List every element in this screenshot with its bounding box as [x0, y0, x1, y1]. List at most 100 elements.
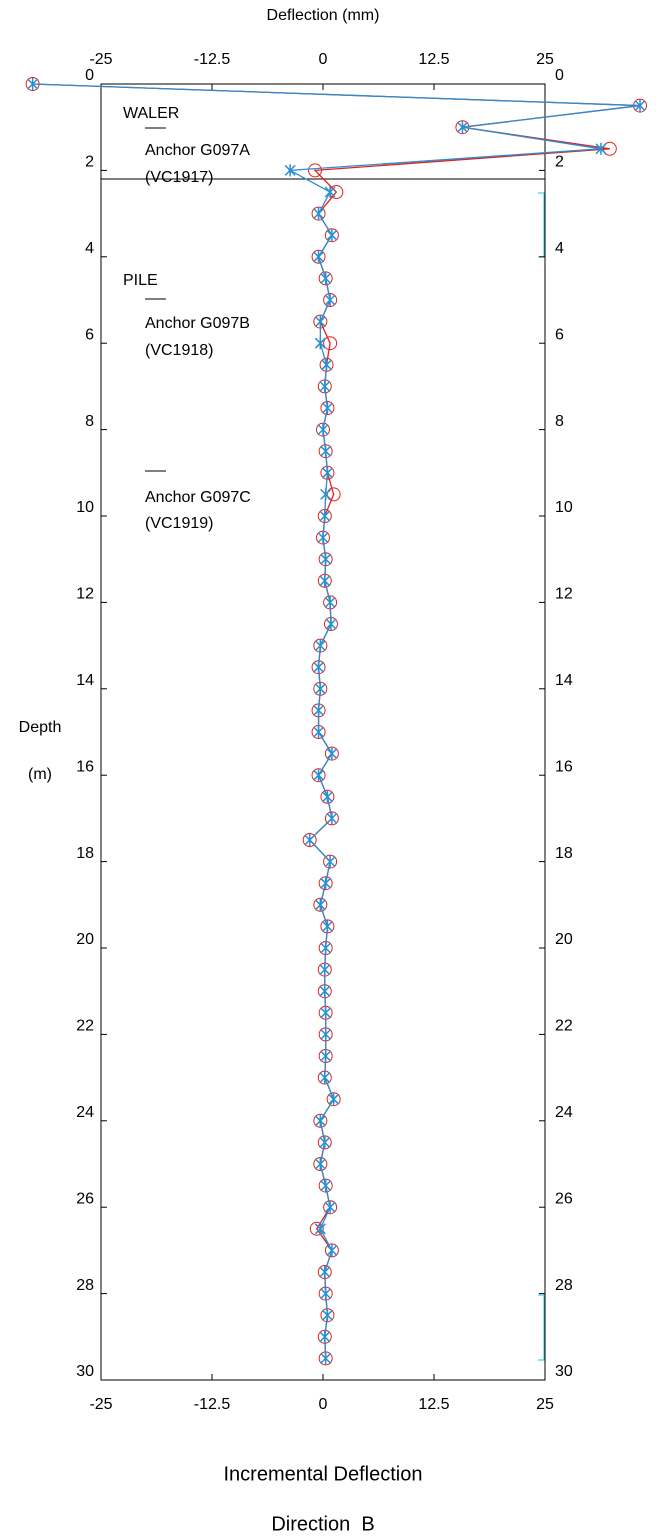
x-tick-label-bottom: -12.5: [194, 1396, 231, 1413]
marker: [328, 1093, 340, 1106]
marker: [319, 1136, 331, 1149]
marker: [602, 141, 617, 156]
y-tick-label-right: 6: [555, 326, 564, 343]
marker: [319, 1266, 331, 1278]
marker: [320, 553, 332, 566]
marker: [313, 726, 325, 738]
annotation: Anchor G097B: [145, 315, 250, 332]
marker: [314, 315, 326, 328]
marker: [319, 380, 331, 393]
marker: [319, 1071, 331, 1084]
marker: [323, 336, 338, 351]
marker: [324, 746, 339, 761]
marker: [320, 877, 332, 890]
marker: [319, 574, 331, 587]
x-tick-label-bottom: -25: [89, 1396, 112, 1413]
marker: [324, 228, 339, 243]
marker: [320, 1287, 332, 1300]
marker: [321, 466, 333, 479]
y-tick-label-right: 30: [555, 1363, 573, 1380]
marker: [324, 596, 336, 609]
marker: [313, 1113, 328, 1128]
marker: [321, 920, 333, 933]
marker: [326, 229, 338, 242]
marker: [324, 855, 336, 868]
marker: [314, 1114, 326, 1127]
marker: [323, 293, 338, 307]
y-tick-label-left: 28: [76, 1277, 94, 1294]
y-axis-label: (m): [28, 766, 52, 783]
marker: [323, 854, 338, 869]
marker: [326, 1244, 338, 1257]
marker: [313, 661, 325, 674]
y-tick-label-right: 26: [555, 1190, 573, 1207]
marker: [313, 207, 325, 220]
marker: [314, 898, 326, 911]
marker: [314, 1222, 326, 1235]
marker: [320, 272, 332, 285]
y-tick-label-left: 4: [85, 240, 94, 257]
marker: [317, 1135, 332, 1150]
x-tick-label-top: -12.5: [194, 51, 231, 68]
marker: [320, 942, 332, 954]
marker: [326, 747, 338, 760]
marker: [326, 812, 338, 825]
annotation: (VC1919): [145, 515, 213, 532]
marker: [304, 834, 316, 846]
chart-title: Deflection (mm): [267, 7, 380, 24]
x-tick-label-bottom: 12.5: [418, 1396, 449, 1413]
marker: [319, 510, 331, 522]
annotation: (VC1917): [145, 169, 213, 186]
marker: [326, 1092, 341, 1107]
y-tick-label-right: 14: [555, 672, 573, 689]
marker: [634, 99, 646, 112]
marker: [308, 163, 323, 178]
marker: [284, 164, 296, 177]
annotation: Anchor G097A: [145, 142, 250, 159]
y-tick-label-right: 4: [555, 240, 564, 257]
annotation: Anchor G097C: [145, 489, 251, 506]
marker: [321, 1309, 333, 1322]
y-tick-label-left: 26: [76, 1190, 94, 1207]
marker: [318, 271, 333, 286]
marker: [320, 789, 335, 804]
marker: [321, 358, 333, 371]
y-axis-label: Depth: [19, 719, 62, 736]
marker: [320, 401, 335, 415]
y-tick-label-left: 10: [76, 499, 94, 516]
marker: [319, 985, 331, 998]
marker: [314, 1158, 326, 1170]
marker: [319, 1330, 331, 1343]
marker: [316, 422, 330, 437]
marker: [321, 402, 333, 414]
y-tick-label-left: 8: [85, 413, 94, 430]
marker: [325, 618, 337, 630]
marker: [313, 769, 325, 782]
x-tick-label-top: 25: [536, 51, 554, 68]
annotation: (VC1918): [145, 342, 213, 359]
marker: [314, 682, 326, 695]
marker: [324, 1201, 336, 1214]
marker: [314, 337, 326, 350]
marker: [317, 531, 329, 544]
y-tick-label-right: 18: [555, 845, 573, 862]
y-tick-label-right: 2: [555, 154, 564, 171]
y-tick-label-right: 8: [555, 413, 564, 430]
marker: [324, 186, 336, 198]
y-tick-label-left: 18: [76, 845, 94, 862]
marker: [27, 78, 39, 90]
marker: [302, 833, 317, 847]
footer-subtitle: Direction B: [271, 1513, 374, 1535]
marker: [320, 1028, 332, 1041]
marker: [311, 206, 326, 221]
range-bracket: [538, 1294, 545, 1361]
marker: [318, 1178, 333, 1193]
marker: [320, 445, 332, 458]
y-tick-label-left: 2: [85, 154, 94, 171]
marker: [455, 120, 470, 135]
y-tick-label-left: 24: [76, 1104, 94, 1121]
marker: [313, 897, 328, 912]
marker: [313, 1157, 328, 1171]
marker: [326, 487, 341, 502]
